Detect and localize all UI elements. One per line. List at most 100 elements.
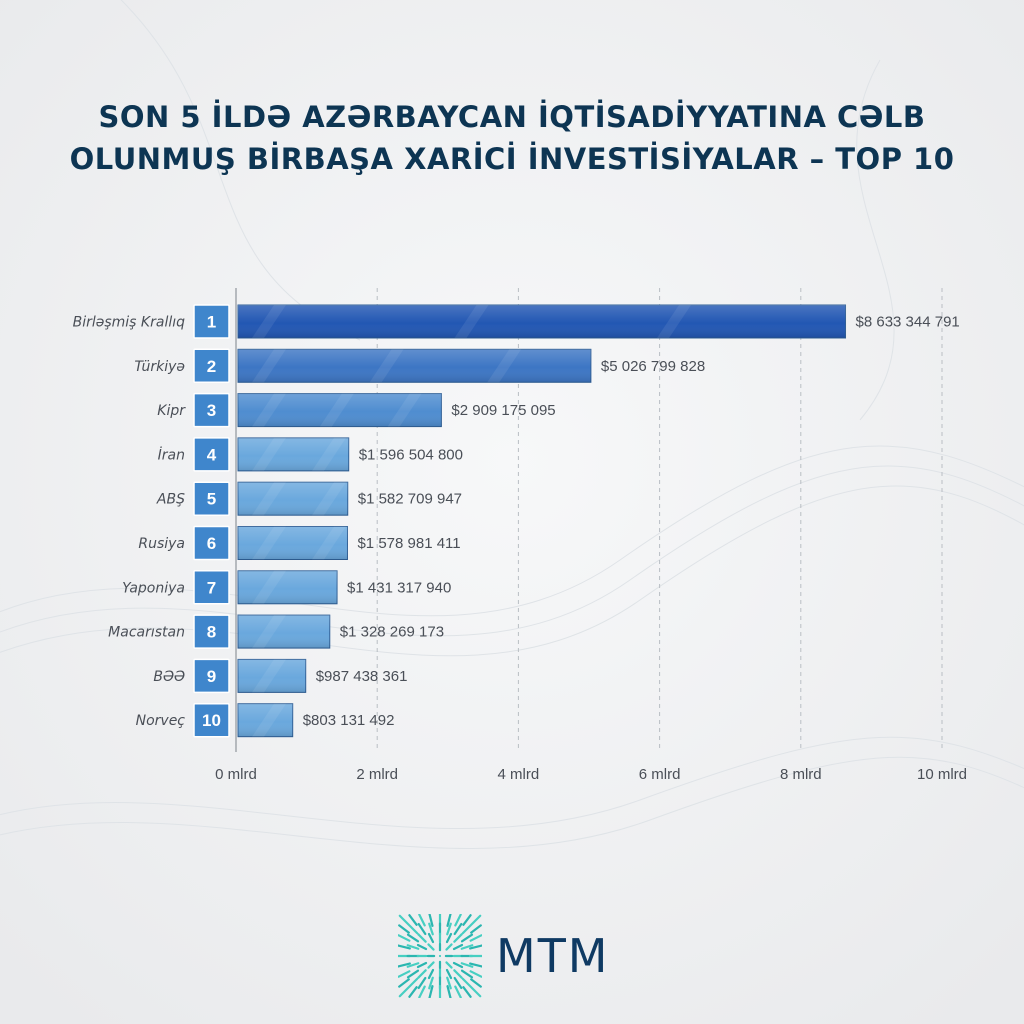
bar-shade <box>238 659 306 693</box>
rank-number: 3 <box>207 401 216 420</box>
bar-highlight <box>252 437 286 471</box>
logo-dash <box>407 977 419 989</box>
x-tick-label: 2 mlrd <box>356 766 398 783</box>
bar-highlight <box>252 393 286 427</box>
logo-dash <box>398 924 410 934</box>
bar-highlight <box>454 305 489 338</box>
logo-dash <box>406 962 420 968</box>
logo-dash <box>453 933 463 943</box>
logo-dash <box>460 944 474 950</box>
bar-highlight <box>369 349 404 383</box>
rank-badge <box>193 304 230 339</box>
logo-dash <box>460 933 474 943</box>
logo-dash <box>417 933 427 943</box>
logo-dash <box>453 969 463 979</box>
bar-highlight <box>252 659 286 693</box>
bar-row: İran 4 $1 596 504 800 <box>158 437 463 472</box>
logo-dash <box>445 943 453 951</box>
brand-name: MTM <box>496 929 610 983</box>
logo-dash <box>406 933 420 943</box>
logo-dash <box>427 961 435 969</box>
logo-dash <box>417 969 427 979</box>
logo-dash <box>470 986 482 998</box>
rank-number: 10 <box>202 711 221 730</box>
chart-title-line-2: OLUNMUŞ BİRBAŞA XARİCİ İNVESTİSİYALAR – … <box>69 142 955 176</box>
rank-number: 1 <box>207 313 216 332</box>
rank-number: 5 <box>207 490 216 509</box>
x-tick-label: 0 mlrd <box>215 766 257 783</box>
logo-dash <box>470 924 482 934</box>
logo-dash <box>398 944 411 950</box>
bar-highlight <box>252 349 286 383</box>
bar-row: ABŞ 5 $1 582 709 947 <box>156 481 462 516</box>
bar-shade <box>238 305 846 338</box>
rank-badge <box>193 481 230 516</box>
logo-dash <box>407 923 419 935</box>
logo-dash <box>408 914 418 926</box>
rank-number: 2 <box>207 357 216 376</box>
bar-row: Türkiyə 2 $5 026 799 828 <box>134 348 705 384</box>
chart-title-line-1: SON 5 İLDƏ AZƏRBAYCAN İQTİSADİYYATINA CƏ… <box>98 100 926 134</box>
logo-dash <box>445 932 453 944</box>
bar-row: Yaponiya 7 $1 431 317 940 <box>122 570 451 605</box>
bar-shade <box>238 615 330 649</box>
logo-dash <box>462 914 472 926</box>
rank-number: 6 <box>207 534 216 553</box>
logo-dash <box>427 968 435 980</box>
logo-dash <box>446 985 452 998</box>
logo-dash <box>417 976 427 990</box>
bar-highlight <box>252 703 286 737</box>
logo-dash <box>460 962 474 968</box>
category-label: BƏƏ <box>153 669 185 685</box>
rank-badge <box>193 392 230 428</box>
bar-highlight <box>312 437 346 471</box>
bar-shade <box>238 349 591 383</box>
logo-dash <box>398 986 410 998</box>
logo-dash <box>453 922 463 936</box>
category-label: Norveç <box>136 713 186 729</box>
bar-row: BƏƏ 9 $987 438 361 <box>153 658 408 694</box>
logo-dash <box>406 969 420 979</box>
logo-dash <box>398 970 411 978</box>
x-tick-label: 8 mlrd <box>780 766 822 783</box>
rank-badge <box>193 525 230 561</box>
chart-title: SON 5 İLDƏ AZƏRBAYCAN İQTİSADİYYATINA CƏ… <box>0 96 1024 180</box>
value-label: $1 431 317 940 <box>347 579 451 596</box>
rank-badge <box>193 570 230 605</box>
category-label: Rusiya <box>138 536 185 552</box>
value-label: $2 909 175 095 <box>451 402 555 419</box>
logo-dash <box>446 914 452 927</box>
rank-badge <box>193 348 230 384</box>
value-label: $987 438 361 <box>316 668 408 685</box>
bar-row: Norveç 10 $803 131 492 <box>136 702 395 738</box>
bar-row: Macarıstan 8 $1 328 269 173 <box>108 614 444 649</box>
bar-shade <box>238 437 349 471</box>
category-label: Macarıstan <box>108 625 185 641</box>
rank-number: 9 <box>207 667 216 686</box>
value-label: $8 633 344 791 <box>856 314 960 331</box>
bar-row: Rusiya 6 $1 578 981 411 <box>138 525 461 561</box>
bar-shade <box>238 393 442 427</box>
x-tick-label: 4 mlrd <box>498 766 540 783</box>
logo-dash <box>469 934 482 942</box>
category-label: Türkiyə <box>134 359 185 375</box>
category-label: Kipr <box>157 403 186 419</box>
category-label: Yaponiya <box>122 580 185 596</box>
logo-dash <box>416 943 428 951</box>
bar-row: Kipr 3 $2 909 175 095 <box>157 392 556 428</box>
logo-dash <box>418 914 426 927</box>
logo-dash <box>398 962 411 968</box>
logo-dash <box>470 978 482 988</box>
logo-dash <box>452 943 464 951</box>
logo-dash <box>418 985 426 998</box>
value-label: $1 582 709 947 <box>358 491 462 508</box>
value-label: $5 026 799 828 <box>601 358 705 375</box>
logo-dash <box>462 986 472 998</box>
rank-badge <box>193 702 230 738</box>
bar-highlight <box>252 570 286 604</box>
value-label: $803 131 492 <box>303 712 395 729</box>
bar-shade <box>238 526 348 560</box>
bar-shade <box>238 482 348 516</box>
